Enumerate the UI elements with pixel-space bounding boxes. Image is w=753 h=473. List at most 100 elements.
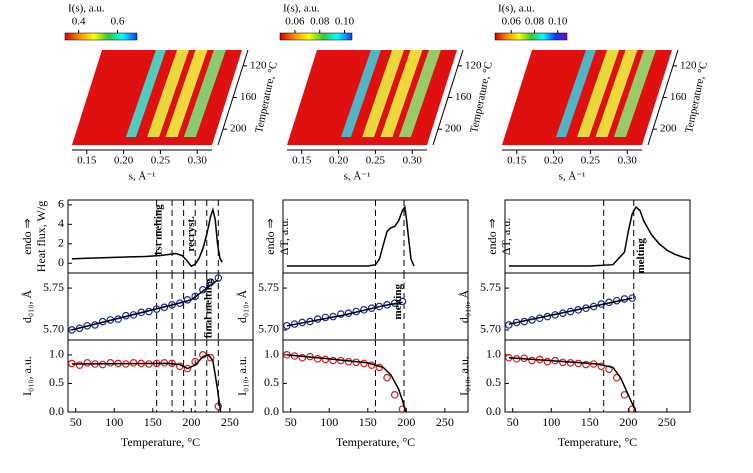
x-tick-label: 150: [581, 415, 599, 429]
annotation: final melting: [203, 278, 215, 338]
colorbar-tick-label: 0.08: [525, 16, 545, 28]
z-axis-title: Temperature, °C: [468, 61, 495, 135]
y-axis-subtitle: endo ⇒: [263, 218, 277, 254]
y-tick-label: 5.70: [480, 322, 501, 336]
x-tick-label: 100: [105, 415, 123, 429]
y-tick-label: 0: [58, 255, 64, 269]
z-tick-label: 120: [250, 59, 267, 71]
data-point: [214, 274, 223, 282]
y-axis-subtitle: endo ⇒: [485, 218, 499, 254]
annotation: 1st melting: [152, 204, 164, 256]
x-tick-label: 200: [182, 415, 200, 429]
data-point: [191, 292, 199, 301]
y-tick-label: 0.0: [486, 404, 501, 418]
x-tick-label: 150: [144, 415, 162, 429]
x-tick-label: 0.20: [114, 155, 134, 167]
colorbar-tick-label: 0.06: [502, 16, 522, 28]
x-tick-label: 0.30: [618, 155, 638, 167]
y-axis-title: I₀₁₀, a.u.: [235, 356, 249, 396]
colorbar-tick-label: 0.4: [72, 16, 86, 28]
fit-line: [286, 301, 403, 327]
x-tick-label: 250: [221, 415, 239, 429]
data-point: [206, 353, 215, 362]
x-tick-label: 0.15: [507, 155, 527, 167]
intensity-ridge: [398, 50, 441, 137]
z-tick-label: 200: [445, 123, 462, 135]
y-tick-label: 4: [58, 216, 64, 230]
intensity-ridge: [147, 50, 190, 137]
colorbar-title: I(s), a.u.: [283, 3, 320, 15]
panel-frame: [504, 199, 691, 274]
data-point: [199, 285, 207, 294]
colorbar-tick-label: 0.6: [111, 16, 125, 28]
x-tick-label: 0.30: [188, 155, 208, 167]
data-point: [528, 356, 536, 365]
x-tick-label: 0.25: [151, 155, 171, 167]
intensity-ridge: [577, 50, 620, 137]
annotation: melting: [392, 284, 404, 320]
data-point: [75, 361, 84, 369]
y-tick-label: 0.0: [264, 404, 279, 418]
x-tick-label: 50: [285, 415, 297, 429]
data-point: [398, 297, 407, 306]
data-point: [313, 355, 322, 363]
colorbar-title: I(s), a.u.: [68, 3, 105, 15]
x-axis-title: Temperature, °C: [336, 435, 415, 449]
x-tick-label: 0.30: [403, 155, 423, 167]
y-tick-label: 0.5: [486, 375, 501, 389]
panel-frame: [67, 339, 254, 413]
intensity-ridge: [165, 50, 208, 137]
data-point: [329, 356, 337, 365]
colorbar-title: I(s), a.u.: [498, 3, 535, 15]
annotation: recryst.: [185, 216, 197, 252]
x-tick-label: 0.20: [544, 155, 564, 167]
intensity-ridge: [613, 50, 656, 137]
z-tick-label: 200: [230, 123, 247, 135]
colorbar-tick-label: 0.10: [548, 16, 568, 28]
z-tick-label: 120: [465, 59, 482, 71]
data-point: [298, 353, 307, 362]
data-point: [398, 405, 407, 413]
colorbar-tick-label: 0.08: [310, 16, 330, 28]
dsc-curve: [71, 206, 223, 268]
intensity-ridge: [362, 50, 405, 137]
intensity-ridge: [183, 50, 226, 137]
y-tick-label: 5.70: [258, 322, 279, 336]
x-axis-title: Temperature, °C: [121, 435, 200, 449]
dsc-curve: [508, 205, 691, 267]
y-tick-label: 1.0: [49, 347, 64, 361]
z-tick-label: 160: [670, 91, 687, 103]
z-axis-title: Temperature, °C: [683, 61, 710, 135]
x-axis-title: Temperature, °C: [558, 435, 637, 449]
intensity-ridge: [595, 50, 638, 137]
y-tick-label: 6: [58, 197, 64, 211]
y-axis-title: I₀₁₀, a.u.: [457, 356, 471, 396]
x-tick-label: 0.25: [581, 155, 601, 167]
panel-frame: [67, 272, 254, 341]
x-tick-label: 100: [320, 415, 338, 429]
x-tick-label: 50: [507, 415, 519, 429]
x-tick-label: 0.20: [329, 155, 349, 167]
data-point: [83, 359, 92, 367]
panel-frame: [504, 339, 691, 413]
x-axis-title: s, Å⁻¹: [344, 171, 371, 183]
z-tick-label: 160: [455, 91, 472, 103]
colorbar: [494, 32, 568, 41]
y-axis-title: I₀₁₀, a.u.: [20, 356, 34, 396]
data-point: [183, 364, 192, 373]
data-point: [106, 359, 115, 367]
intensity-ridge: [555, 50, 596, 137]
y-tick-label: 5.75: [480, 280, 501, 294]
data-point: [214, 402, 223, 411]
z-axis-title: Temperature, °C: [253, 61, 280, 135]
x-axis-title: s, Å⁻¹: [559, 171, 586, 183]
y-axis-subtitle: endo ⇒: [20, 218, 34, 254]
y-tick-label: 5.70: [43, 322, 64, 336]
y-tick-label: 5.75: [43, 280, 64, 294]
data-point: [543, 357, 552, 366]
y-axis-title: d₀₁₀, Å: [457, 290, 471, 324]
z-tick-label: 120: [680, 59, 697, 71]
x-tick-label: 0.25: [366, 155, 386, 167]
x-tick-label: 200: [397, 415, 415, 429]
